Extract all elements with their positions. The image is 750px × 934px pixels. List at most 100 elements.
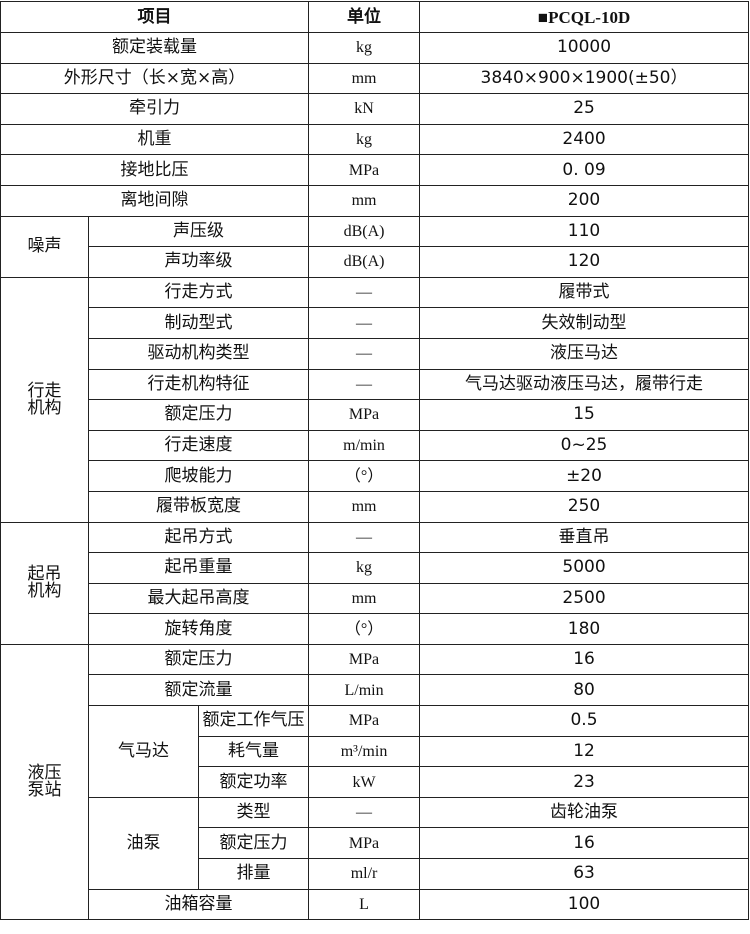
item-label: 起吊重量 (87, 552, 310, 584)
table-row: 声功率级 dB(A) 120 (1, 246, 749, 278)
value-cell: 5000 (419, 552, 749, 584)
value-cell: 80 (419, 674, 749, 707)
subgroup-label: 气马达 (88, 705, 199, 798)
item-label: 制动型式 (87, 307, 310, 339)
value-cell: 气马达驱动液压马达，履带行走 (419, 368, 749, 401)
unit-cell: m/min (308, 429, 421, 462)
table-row: 额定流量 L/min 80 (1, 674, 749, 707)
value-cell: 液压马达 (419, 337, 749, 370)
unit-cell: — (308, 276, 421, 309)
unit-cell: kg (308, 123, 421, 156)
table-row: 液压泵站 额定压力 MPa 16 (0, 643, 749, 921)
unit-cell: MPa (308, 399, 421, 431)
unit-cell: mm (308, 490, 421, 523)
table-row: 油泵 类型 — 齿轮油泵 (1, 796, 749, 890)
item-label: 牵引力 (0, 93, 310, 125)
table-row: 驱动机构类型 — 液压马达 (1, 337, 749, 370)
table-row: 额定压力 MPa 16 (1, 827, 749, 860)
header-row: 项目 单位 ■PCQL-10D (0, 1, 749, 33)
table-row: 气马达 额定工作气压 MPa 0.5 (1, 705, 749, 798)
table-row: 行走机构 行走方式 — 履带式 (0, 276, 749, 523)
unit-cell: ml/r (308, 858, 421, 890)
value-cell: 180 (419, 613, 749, 645)
table-row: 油箱容量 L 100 (1, 888, 749, 921)
table-row: 履带板宽度 mm 250 (1, 490, 749, 523)
unit-cell: m³/min (308, 735, 421, 768)
group-label: 行走机构 (0, 276, 89, 523)
value-cell: 23 (419, 766, 749, 798)
unit-cell: dB(A) (308, 215, 421, 248)
unit-cell: — (308, 307, 421, 339)
unit-cell: kg (308, 552, 421, 584)
unit-cell: L (308, 888, 421, 921)
table-row: 起吊重量 kg 5000 (1, 552, 749, 584)
table-row: 额定压力 MPa 15 (1, 399, 749, 431)
item-label: 旋转角度 (87, 613, 310, 645)
item-label: 类型 (197, 796, 310, 829)
value-cell: 2500 (419, 582, 749, 615)
subgroup-label: 油泵 (88, 796, 199, 890)
unit-cell: kW (308, 766, 421, 798)
item-label: 声功率级 (87, 246, 310, 278)
value-cell: 垂直吊 (419, 521, 749, 554)
item-label: 耗气量 (197, 735, 310, 768)
group-label: 液压泵站 (0, 643, 89, 921)
unit-cell: mm (308, 184, 421, 217)
value-cell: 3840×900×1900(±50） (419, 62, 749, 95)
header-item: 项目 (0, 1, 310, 33)
value-cell: 63 (419, 858, 749, 890)
group-label: 起吊机构 (0, 521, 89, 645)
table-row: 起吊机构 起吊方式 — 垂直吊 (0, 521, 749, 645)
item-label: 额定工作气压 (197, 705, 310, 737)
table-row: 排量 ml/r 63 (1, 858, 749, 890)
value-cell: 0~25 (419, 429, 749, 462)
unit-cell: — (308, 521, 421, 554)
item-label: 额定流量 (87, 674, 310, 707)
item-label: 起吊方式 (87, 521, 310, 554)
group-label: 噪声 (0, 215, 89, 278)
unit-cell: （°） (308, 460, 421, 492)
item-label: 行走机构特征 (87, 368, 310, 401)
table-row: 外形尺寸（长×宽×高） mm 3840×900×1900(±50） (0, 62, 749, 95)
item-label: 离地间隙 (0, 184, 310, 217)
unit-cell: dB(A) (308, 246, 421, 278)
item-label: 额定压力 (197, 827, 310, 860)
item-label: 爬坡能力 (87, 460, 310, 492)
table-row: 接地比压 MPa 0. 09 (0, 154, 749, 186)
unit-cell: mm (308, 582, 421, 615)
value-cell: 110 (419, 215, 749, 248)
unit-cell: L/min (308, 674, 421, 707)
header-unit: 单位 (308, 1, 421, 33)
unit-cell: MPa (308, 705, 421, 737)
unit-cell: MPa (308, 643, 421, 676)
unit-cell: — (308, 368, 421, 401)
value-cell: 失效制动型 (419, 307, 749, 339)
unit-cell: mm (308, 62, 421, 95)
unit-cell: — (308, 337, 421, 370)
item-label: 排量 (197, 858, 310, 890)
value-cell: 0. 09 (419, 154, 749, 186)
unit-cell: kN (308, 93, 421, 125)
table-row: 爬坡能力 （°） ±20 (1, 460, 749, 492)
item-label: 额定压力 (87, 399, 310, 431)
table-row: 牵引力 kN 25 (0, 93, 749, 125)
value-cell: 16 (419, 827, 749, 860)
item-label: 额定装载量 (0, 32, 310, 64)
table-row: 额定装载量 kg 10000 (0, 32, 749, 64)
value-cell: 10000 (419, 32, 749, 64)
item-label: 接地比压 (0, 154, 310, 186)
header-model: ■PCQL-10D (419, 1, 749, 33)
item-label: 行走速度 (87, 429, 310, 462)
value-cell: 120 (419, 246, 749, 278)
value-cell: 200 (419, 184, 749, 217)
table-row: 行走机构特征 — 气马达驱动液压马达，履带行走 (1, 368, 749, 401)
table-row: 额定功率 kW 23 (1, 766, 749, 798)
item-label: 行走方式 (87, 276, 310, 309)
value-cell: 100 (419, 888, 749, 921)
table-row: 离地间隙 mm 200 (0, 184, 749, 217)
item-label: 机重 (0, 123, 310, 156)
value-cell: 2400 (419, 123, 749, 156)
item-label: 最大起吊高度 (87, 582, 310, 615)
unit-cell: — (308, 796, 421, 829)
value-cell: 15 (419, 399, 749, 431)
